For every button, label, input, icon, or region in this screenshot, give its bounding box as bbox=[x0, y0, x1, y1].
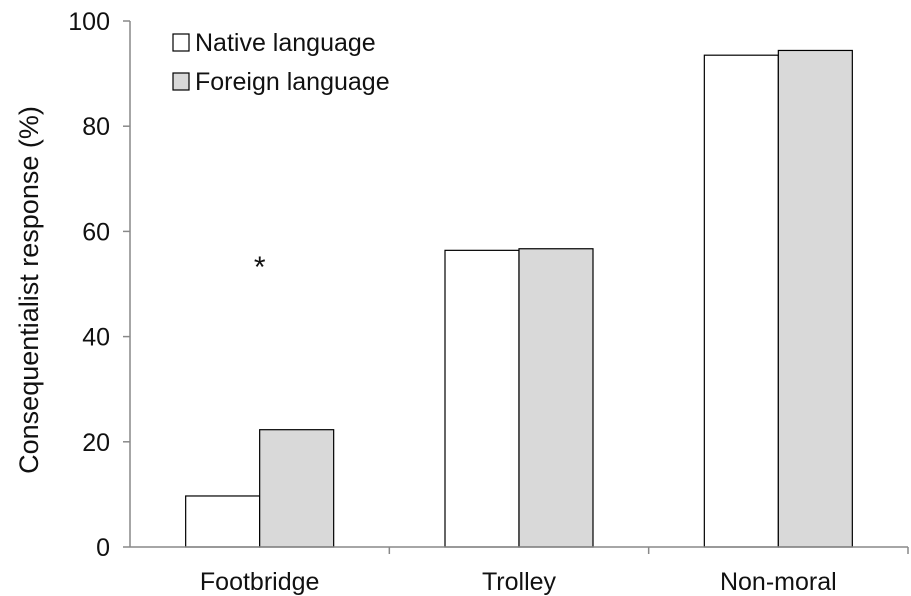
bar-native-language bbox=[185, 495, 261, 548]
significance-marker: * bbox=[254, 251, 266, 284]
x-ticks-group: Footbridge Trolley Non-moral bbox=[200, 547, 909, 596]
y-tick-label: 0 bbox=[96, 534, 110, 562]
x-tick-label: Footbridge bbox=[200, 568, 320, 596]
bar-foreign-language bbox=[777, 49, 853, 548]
y-tick-label: 80 bbox=[82, 113, 110, 141]
bar-foreign-language bbox=[518, 248, 594, 548]
bar-native-language bbox=[703, 54, 779, 548]
x-tick-label: Trolley bbox=[482, 568, 557, 596]
annotations-group: * bbox=[254, 251, 266, 284]
y-ticks-group: 0 20 40 60 80 100 bbox=[68, 8, 130, 562]
x-tick-label: Non-moral bbox=[720, 568, 837, 596]
legend: Native language Foreign language bbox=[172, 29, 390, 96]
bar-native-language bbox=[444, 249, 520, 548]
legend-label: Foreign language bbox=[195, 68, 390, 96]
y-tick-label: 40 bbox=[82, 324, 110, 352]
legend-swatch bbox=[172, 72, 190, 91]
legend-swatch bbox=[172, 33, 190, 52]
legend-label: Native language bbox=[195, 29, 376, 57]
axes-group bbox=[129, 21, 908, 548]
y-tick-label: 100 bbox=[68, 8, 110, 36]
bars-group bbox=[185, 49, 853, 548]
y-axis-label: Consequentialist response (%) bbox=[14, 106, 44, 474]
bar-foreign-language bbox=[259, 429, 335, 548]
y-tick-label: 60 bbox=[82, 218, 110, 246]
y-tick-label: 20 bbox=[82, 429, 110, 457]
